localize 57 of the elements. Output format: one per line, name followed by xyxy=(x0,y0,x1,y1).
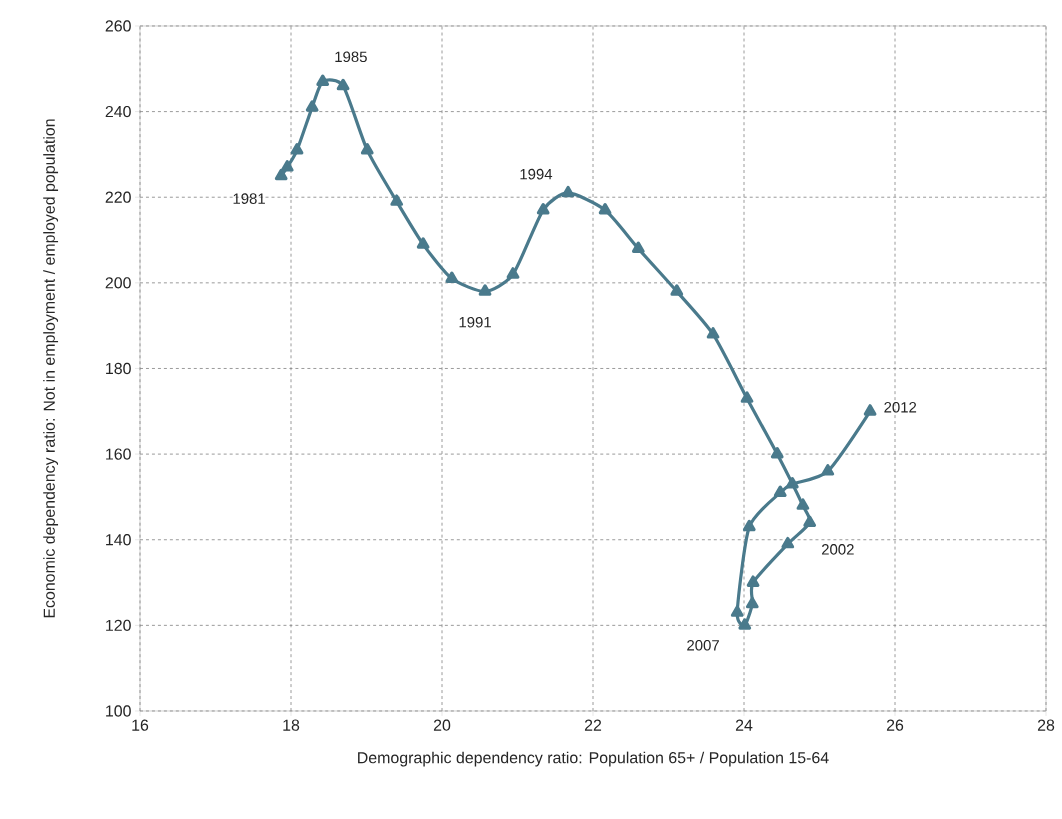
point xyxy=(478,284,492,296)
point xyxy=(803,515,817,527)
point xyxy=(738,618,752,630)
point xyxy=(305,100,319,112)
x-tick-label: 18 xyxy=(283,719,300,731)
point xyxy=(730,605,744,617)
y-tick-label: 240 xyxy=(105,105,131,118)
annotation: 2002 xyxy=(821,544,854,555)
point xyxy=(336,78,350,91)
annotation: 1981 xyxy=(233,193,265,204)
point xyxy=(746,575,760,587)
y-tick-label: 200 xyxy=(105,277,131,289)
x-tick-label: 26 xyxy=(886,719,904,731)
point xyxy=(742,519,756,532)
point xyxy=(561,185,575,198)
x-tick-label: 20 xyxy=(433,719,451,731)
point xyxy=(773,485,787,497)
y-tick-label: 220 xyxy=(105,191,131,203)
annotation: 1991 xyxy=(459,316,491,328)
y-tick-label: 140 xyxy=(106,534,131,546)
point xyxy=(740,391,754,403)
point xyxy=(445,271,459,283)
annotation: 2007 xyxy=(687,640,719,651)
point xyxy=(598,202,612,215)
annotation: 1994 xyxy=(520,168,553,180)
y-tick-label: 260 xyxy=(105,20,131,32)
x-tick-label: 16 xyxy=(132,719,149,731)
point xyxy=(863,404,877,416)
x-tick-label: 28 xyxy=(1037,719,1055,731)
y-tick-label: 160 xyxy=(106,448,131,460)
point xyxy=(416,237,430,249)
point xyxy=(390,194,404,206)
x-axis-title: Demographic dependency ratio: Population 65+ / Population 15-64 xyxy=(358,751,829,767)
y-tick-label: 100 xyxy=(106,705,131,717)
point xyxy=(796,498,810,510)
point xyxy=(670,284,684,296)
point xyxy=(745,596,759,609)
point xyxy=(506,267,520,279)
x-tick-label: 22 xyxy=(584,719,602,731)
point xyxy=(536,202,550,215)
annotation: 2012 xyxy=(884,402,917,413)
point xyxy=(781,536,795,549)
x-tick-label: 24 xyxy=(735,719,753,731)
point xyxy=(785,476,799,489)
y-tick-label: 120 xyxy=(106,619,131,631)
annotation: 1985 xyxy=(335,51,367,63)
point xyxy=(706,327,720,339)
point xyxy=(290,143,304,155)
y-axis-title: Economic dependency ratio: Not in employment / employed population xyxy=(43,119,59,618)
point xyxy=(316,74,330,86)
y-tick-label: 180 xyxy=(106,362,131,375)
point xyxy=(821,464,835,476)
point xyxy=(631,241,645,253)
point xyxy=(360,143,374,155)
point xyxy=(280,160,294,172)
point xyxy=(274,168,288,181)
point xyxy=(770,447,784,459)
